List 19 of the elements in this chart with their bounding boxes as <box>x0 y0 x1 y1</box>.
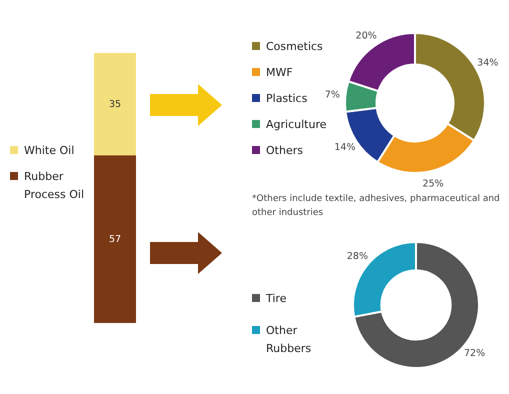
legend-label: Tire <box>266 291 288 307</box>
legend-label: Other Rubbers <box>266 323 312 357</box>
data-label: 14% <box>334 142 356 153</box>
data-label: 20% <box>356 30 377 42</box>
legend-label: Others <box>266 144 303 157</box>
legend-label: Cosmetics <box>266 40 323 53</box>
legend-label: MWF <box>266 65 294 81</box>
data-label: 25% <box>422 178 444 190</box>
data-label: 35 <box>108 98 122 110</box>
data-label: 34% <box>477 57 498 68</box>
data-label: 72% <box>464 348 486 359</box>
legend-label: Plastics <box>266 92 308 105</box>
data-label: 7% <box>324 90 340 101</box>
text: *Others include textile, adhesives, pharmaceutical and other industries <box>252 193 501 220</box>
data-label: 57 <box>108 234 122 245</box>
legend-label: White Oil <box>24 143 76 159</box>
legend-label: Rubber Process Oil <box>24 169 85 203</box>
data-label: 28% <box>346 251 368 262</box>
legend-label: Agriculture <box>266 117 328 133</box>
